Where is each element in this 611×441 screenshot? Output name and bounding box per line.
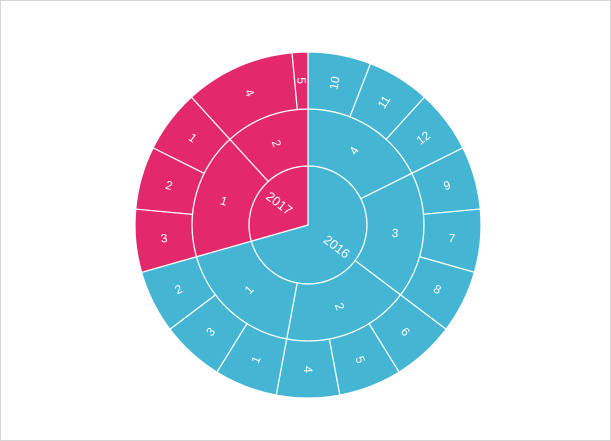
label-2016-3-1: 3 (391, 226, 399, 241)
label-2016-2-2: 2 (332, 301, 348, 313)
label-2016-3-7-1: 7 (448, 231, 456, 246)
segment-2017-2-5-1[interactable] (291, 51, 309, 111)
label-2017-1-2-1: 2 (164, 178, 175, 193)
label-2016-2-4-2: 4 (301, 366, 315, 373)
label-2017-2-5-1: 5 (294, 77, 308, 85)
label-2017-2-1: 2 (269, 138, 285, 150)
label-2017-1-0: 1 (219, 193, 230, 208)
label-2017-1-3-0: 3 (160, 231, 168, 246)
label-2016-4-10-0: 10 (326, 75, 342, 91)
label-2016-3-9-0: 9 (442, 178, 453, 193)
label-2016-1-1-0: 1 (248, 354, 264, 366)
label-2016-2-5-1: 5 (352, 354, 368, 366)
